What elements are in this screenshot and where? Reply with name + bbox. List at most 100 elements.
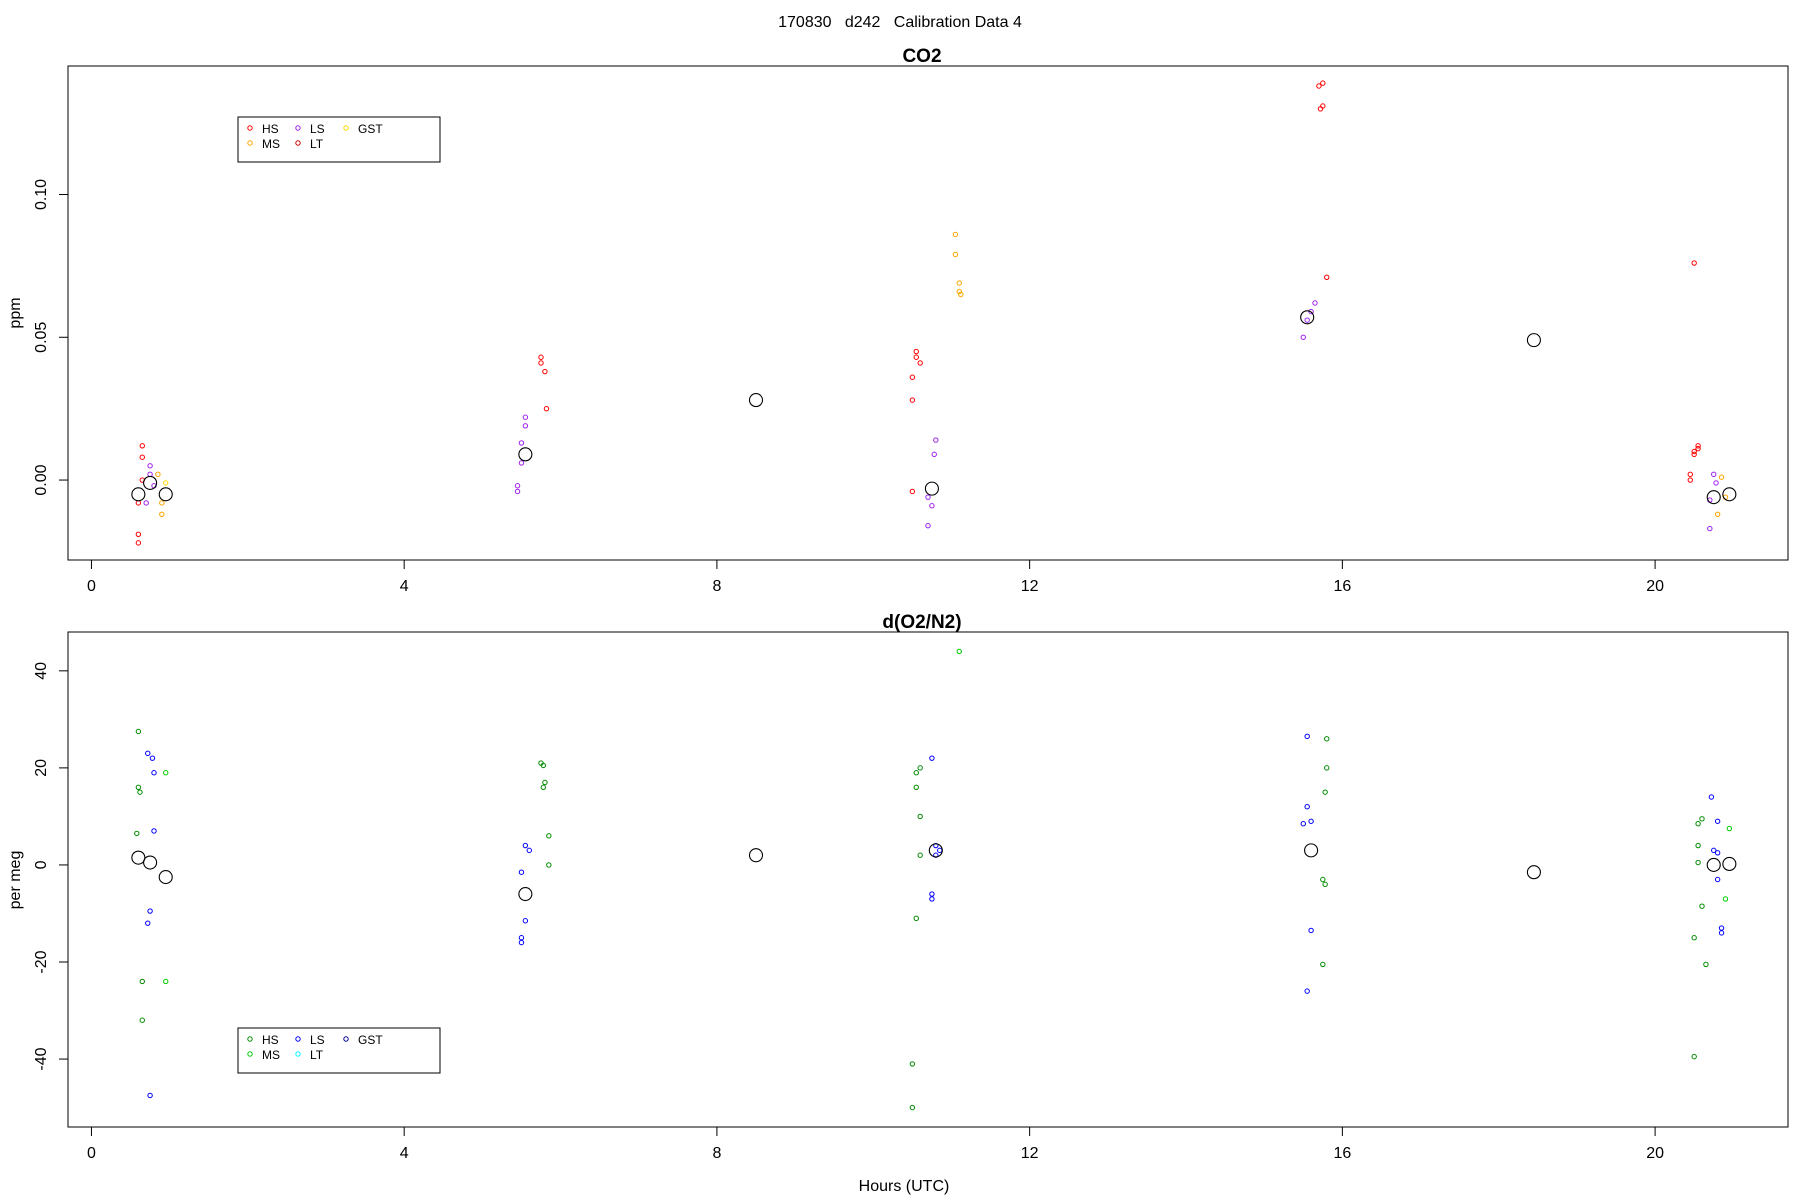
o2n2-point-hs [1691,1053,1697,1060]
o2n2-points [131,648,1737,1111]
co2-point-hs [135,531,142,538]
co2-point-mean [158,487,173,502]
co2-legend-label: LT [310,137,324,151]
o2n2-point-hs [1324,736,1330,742]
o2n2-point-hs [909,1061,916,1067]
o2n2-y-tick-label: 20 [33,759,50,777]
co2-point-hs [135,540,142,546]
co2-point-hs [543,405,550,412]
co2-legend-marker [247,140,253,146]
o2n2-point-hs [1699,816,1705,822]
o2n2-point-hs [1320,961,1326,968]
o2n2-legend-marker [295,1036,301,1042]
co2-point-ls [1300,334,1306,340]
co2-point-hs [917,360,923,366]
co2-point-hs [542,368,548,375]
o2n2-legend-marker [295,1051,301,1057]
co2-point-ls [518,440,525,446]
co2-point-hs [1687,471,1693,478]
co2-point-hs [909,374,916,380]
o2n2-legend-label: LT [310,1048,324,1062]
o2n2-point-hs [909,1104,916,1111]
o2n2-point-ls [1300,820,1306,827]
o2n2-point-mean [748,848,764,863]
co2-point-ls [1711,471,1717,478]
o2n2-point-hs [917,813,923,820]
o2n2-point-hs [139,978,145,985]
o2n2-point-hs [546,862,552,868]
o2n2-y-axis-label: per meg [7,851,24,910]
o2n2-point-ls [145,750,151,757]
co2-point-ls [931,451,937,458]
o2n2-point-ls [933,852,939,858]
o2n2-point-ls [522,842,529,849]
o2n2-point-hs [137,789,143,795]
co2-point-mean [518,447,533,462]
o2n2-point-ls [147,1092,153,1099]
o2n2-axis-ticks: 0 4 8 12 16 20 -40 -20 0 20 40 [33,662,1664,1162]
o2n2-point-ls [1718,930,1725,936]
o2n2-point-ls [147,908,153,914]
o2n2-point-ls [929,896,935,902]
co2-point-hs [538,360,544,366]
o2n2-point-mean [1722,856,1737,872]
co2-title: CO2 [902,46,941,67]
co2-y-axis-label: ppm [7,297,24,328]
o2n2-point-hs [913,915,919,922]
co2-legend-marker [295,140,301,146]
co2-point-mean [1526,333,1541,348]
o2n2-point-hs [540,784,547,790]
co2-point-ls [518,460,525,466]
co2-legend-label: LS [310,122,325,136]
o2n2-y-tick-label: 40 [33,662,50,680]
o2n2-point-ms [1722,896,1729,902]
o2n2-x-tick-label: 4 [400,1145,409,1162]
o2n2-point-mean [1526,865,1541,880]
o2n2-point-ls [1304,804,1310,810]
co2-point-hs [1695,445,1701,452]
o2n2-point-mean [143,855,158,870]
o2n2-legend-label: MS [262,1048,280,1062]
o2n2-point-hs [540,762,547,769]
o2n2-title: d(O2/N2) [882,612,961,633]
co2-point-hs [139,454,145,460]
o2n2-point-hs [1324,765,1330,771]
o2n2-point-hs [135,784,142,790]
o2n2-point-ls [149,755,156,761]
o2n2-point-ls [151,770,157,776]
co2-point-mean [1722,487,1737,502]
co2-point-ls [1312,300,1318,306]
o2n2-legend-box [237,1027,441,1074]
o2n2-legend-marker [247,1051,253,1057]
o2n2-point-hs [917,852,923,858]
o2n2-point-hs [1695,859,1701,866]
co2-point-hs [1691,260,1697,266]
o2n2-point-ms [956,648,962,655]
co2-point-ls [522,423,529,429]
co2-point-hs [1695,443,1701,449]
o2n2-y-tick-label: -40 [33,1047,50,1070]
o2n2-point-ls [1714,876,1721,883]
co2-point-ls [143,500,149,506]
o2n2-point-hs [1691,935,1697,941]
co2-point-hs [1691,448,1697,455]
co2-x-tick-label: 16 [1333,578,1351,595]
co2-point-gst [163,480,169,486]
o2n2-point-mean [158,870,173,885]
o2n2-x-tick-label: 8 [712,1145,721,1162]
o2n2-point-ms [163,978,169,985]
co2-axis-ticks: 0 4 8 12 16 20 0.00 0.05 0.10 [33,179,1664,595]
o2n2-point-hs [917,765,923,771]
o2n2-point-hs [913,770,919,776]
co2-x-tick-label: 12 [1021,578,1039,595]
co2-point-hs [1691,451,1697,458]
co2-point-hs [1317,106,1324,112]
co2-point-ls [1707,525,1713,532]
o2n2-y-tick-label: -20 [33,950,50,973]
o2n2-point-hs [1695,842,1701,849]
co2-y-tick-label: 0.05 [33,322,50,353]
co2-point-ls [925,494,931,500]
o2n2-point-ls [1304,988,1310,994]
